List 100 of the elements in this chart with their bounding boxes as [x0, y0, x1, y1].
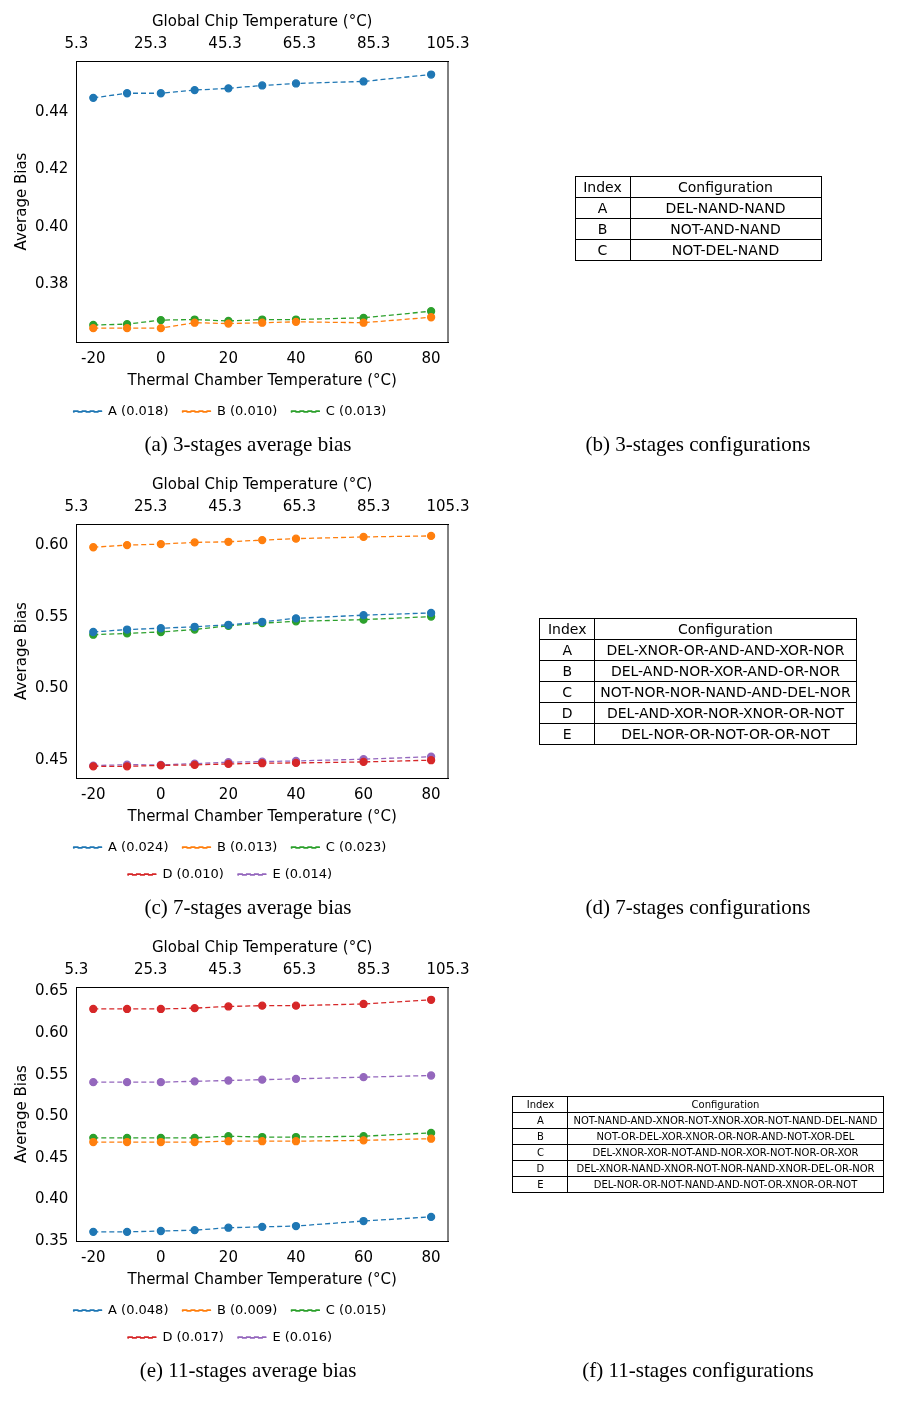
- x-tick-label: 60: [354, 1247, 374, 1266]
- legend-label: E (0.014): [272, 865, 333, 881]
- y-tick-label: 0.35: [34, 1230, 69, 1249]
- y-tick-label: 0.40: [34, 216, 69, 235]
- y-tick-label: 0.60: [34, 1022, 69, 1041]
- legend-label: C (0.023): [325, 838, 387, 854]
- text: Index: [575, 176, 630, 197]
- text: D: [512, 1160, 568, 1176]
- text: E: [512, 1176, 568, 1192]
- x-tick-label: 40: [286, 784, 306, 803]
- text: Index: [539, 618, 595, 639]
- legend-label: C (0.015): [325, 1301, 387, 1317]
- x-tick-label: 60: [354, 784, 374, 803]
- x2-tick-label: 105.3: [426, 496, 470, 515]
- x-tick-label: 40: [286, 1247, 306, 1266]
- text: C: [539, 681, 595, 702]
- x2-tick-label: 45.3: [208, 33, 242, 52]
- legend-label: A (0.048): [108, 1301, 169, 1317]
- x-axis-title: Thermal Chamber Temperature (°C): [126, 806, 397, 825]
- text: A: [575, 197, 630, 218]
- x-tick-label: -20: [81, 784, 106, 803]
- x2-tick-label: 85.3: [356, 496, 391, 515]
- x2-tick-label: 65.3: [282, 33, 317, 52]
- y-tick-label: 0.50: [34, 678, 69, 697]
- legend-label: B (0.009): [216, 1301, 278, 1317]
- x2-tick-label: 5.3: [64, 33, 89, 52]
- y-tick-label: 0.45: [34, 750, 69, 769]
- text: C: [575, 239, 630, 260]
- x-tick-label: 0: [156, 1247, 166, 1266]
- legend-label: B (0.010): [216, 402, 278, 418]
- y-tick-label: 0.60: [34, 534, 69, 553]
- text: NOT-NOR-NOR-NAND-AND-DEL-NOR: [594, 681, 857, 702]
- y-tick-label: 0.50: [34, 1106, 69, 1125]
- legend-label: A (0.018): [108, 402, 169, 418]
- x2-tick-label: 65.3: [282, 496, 317, 515]
- text: Configuration: [594, 618, 857, 639]
- x2-tick-label: 25.3: [134, 33, 168, 52]
- y-tick-label: 0.44: [34, 101, 69, 120]
- x-tick-label: 80: [421, 1247, 441, 1266]
- x-tick-label: 60: [354, 348, 374, 367]
- x-tick-label: 20: [218, 348, 238, 367]
- text: (d) 7-stages configurations: [585, 895, 811, 920]
- x-tick-label: 0: [156, 784, 166, 803]
- text: A: [539, 639, 595, 660]
- legend-label: C (0.013): [325, 402, 387, 418]
- x2-tick-label: 45.3: [208, 496, 242, 515]
- text: DEL-AND-NOR-XOR-AND-OR-NOR: [594, 660, 857, 681]
- x2-tick-label: 85.3: [356, 959, 391, 978]
- x-tick-label: -20: [81, 348, 106, 367]
- x2-tick-label: 85.3: [356, 33, 391, 52]
- x2-tick-label: 105.3: [426, 959, 470, 978]
- text: D: [539, 702, 595, 723]
- text: DEL-XNOR-NAND-XNOR-NOT-NOR-NAND-XNOR-DEL-OR-NOR: [567, 1160, 884, 1176]
- text: B: [575, 218, 630, 239]
- text: DEL-NOR-OR-NOT-OR-OR-NOT: [594, 723, 857, 744]
- x2-axis-title: Global Chip Temperature (°C): [151, 937, 373, 956]
- x-tick-label: 0: [156, 348, 166, 367]
- text: (c) 7-stages average bias: [143, 895, 353, 920]
- x2-axis-title: Global Chip Temperature (°C): [151, 11, 373, 30]
- legend-label: E (0.016): [272, 1328, 333, 1344]
- x-axis-title: Thermal Chamber Temperature (°C): [126, 370, 397, 389]
- x-tick-label: 80: [421, 784, 441, 803]
- y-axis-title: Average Bias: [11, 1064, 30, 1163]
- x-tick-label: 20: [218, 784, 238, 803]
- y-tick-label: 0.40: [34, 1189, 69, 1208]
- y-axis-title: Average Bias: [11, 601, 30, 700]
- text: Configuration: [630, 176, 821, 197]
- text: NOT-NAND-AND-XNOR-NOT-XNOR-XOR-NOT-NAND-DEL-NAND: [567, 1112, 884, 1128]
- x2-tick-label: 25.3: [134, 959, 168, 978]
- legend-label: B (0.013): [216, 838, 278, 854]
- y-tick-label: 0.42: [34, 159, 69, 178]
- text: (e) 11-stages average bias: [138, 1358, 358, 1383]
- y-tick-label: 0.38: [34, 274, 69, 293]
- x2-tick-label: 25.3: [134, 496, 168, 515]
- y-tick-label: 0.65: [34, 981, 69, 1000]
- text: A: [512, 1112, 568, 1128]
- y-tick-label: 0.45: [34, 1147, 69, 1166]
- text: DEL-AND-XOR-NOR-XNOR-OR-NOT: [594, 702, 857, 723]
- text: Index: [512, 1096, 568, 1112]
- y-tick-label: 0.55: [34, 606, 69, 625]
- x2-tick-label: 105.3: [426, 33, 470, 52]
- text: Configuration: [567, 1096, 884, 1112]
- text: NOT-AND-NAND: [630, 218, 821, 239]
- text: (f) 11-stages configurations: [582, 1358, 814, 1383]
- text: DEL-XNOR-OR-AND-AND-XOR-NOR: [594, 639, 857, 660]
- text: NOT-DEL-NAND: [630, 239, 821, 260]
- x-tick-label: 80: [421, 348, 441, 367]
- y-axis-title: Average Bias: [11, 152, 30, 251]
- text: (b) 3-stages configurations: [585, 432, 811, 457]
- legend-label: D (0.010): [162, 865, 224, 881]
- text: E: [539, 723, 595, 744]
- text: C: [512, 1144, 568, 1160]
- x2-tick-label: 65.3: [282, 959, 317, 978]
- x2-tick-label: 5.3: [64, 959, 89, 978]
- x-tick-label: 20: [218, 1247, 238, 1266]
- text: DEL-NOR-OR-NOT-NAND-AND-NOT-OR-XNOR-OR-NOT: [567, 1176, 884, 1192]
- text: DEL-NAND-NAND: [630, 197, 821, 218]
- x-tick-label: -20: [81, 1247, 106, 1266]
- text: DEL-XNOR-XOR-NOT-AND-NOR-XOR-NOT-NOR-OR-XOR: [567, 1144, 884, 1160]
- y-tick-label: 0.55: [34, 1064, 69, 1083]
